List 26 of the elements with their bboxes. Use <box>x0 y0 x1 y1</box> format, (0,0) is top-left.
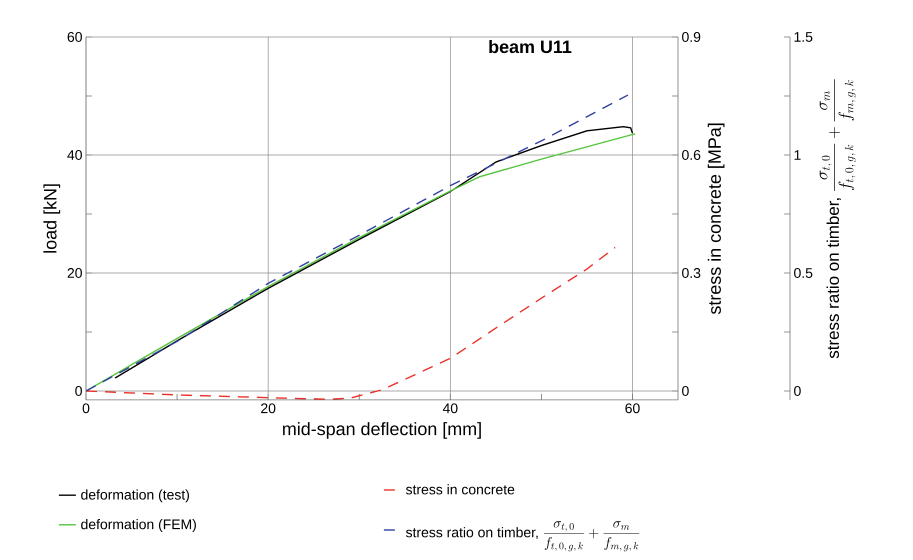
y2-tick-label: 0.9 <box>682 32 700 42</box>
x-tick-label: 40 <box>442 403 458 414</box>
line-series <box>86 246 616 400</box>
legend-label: stress in concrete <box>406 484 514 494</box>
x-tick-label: 0 <box>82 403 90 414</box>
y-tick-label: 40 <box>67 150 82 160</box>
x-tick-label: 20 <box>261 403 276 414</box>
y3-tick-label: 0 <box>794 386 801 396</box>
chart-title: beam U11 <box>489 40 572 54</box>
legend-label: deformation (FEM) <box>81 519 196 532</box>
y-tick-label: 60 <box>68 32 82 42</box>
legend-label: $\text{stress ratio on timber, }\dfrac{\sigma_{t,\,0}}{f_{t,\,0,\,g,\,k}}+\dfrac{\sigma_{m}}{f_{m,\,g,\,k}}$ <box>406 521 640 552</box>
y2-tick-label: 0.3 <box>682 268 700 278</box>
y3-tick-label: 0.5 <box>794 268 812 278</box>
x-tick-label: 60 <box>625 403 640 414</box>
y3-axis-title: $\text{stress ratio on timber, }\dfrac{\sigma_{t,\,0}}{f_{t,\,0,\,g,\,k}}+\dfrac{\sigma_{m}}{f_{m,\,g,\,k}}$ <box>820 79 856 358</box>
y2-axis-title: stress in concrete [MPa] <box>708 124 724 314</box>
y-tick-label: 20 <box>68 268 82 278</box>
y3-tick-label: 1 <box>794 150 801 160</box>
y2-tick-label: 0 <box>682 386 689 396</box>
legend-label: deformation (test) <box>81 489 189 502</box>
y-tick-label: 0 <box>75 386 82 396</box>
y3-tick-label: 1.5 <box>794 32 812 42</box>
y-axis-title: load [kN] <box>43 184 60 253</box>
y2-tick-label: 0.6 <box>682 150 700 160</box>
x-axis-title: mid-span deflection [mm] <box>283 422 481 439</box>
